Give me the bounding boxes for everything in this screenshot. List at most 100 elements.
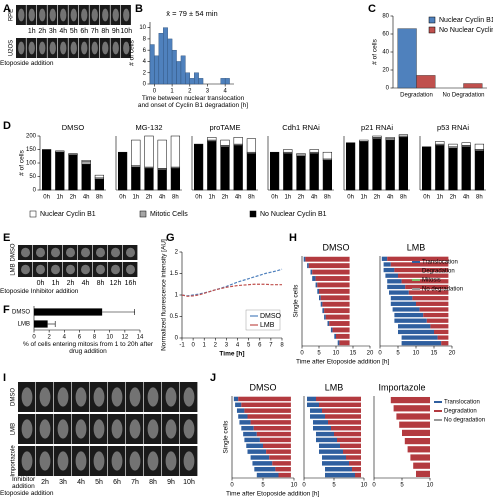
bar: [171, 49, 177, 85]
cell-image: [81, 264, 90, 275]
translocation-bar: [303, 256, 306, 262]
bar: [463, 83, 483, 89]
panel-letter: H: [289, 232, 297, 244]
degradation-bar: [332, 327, 350, 333]
x-tick-label: 4: [223, 89, 227, 95]
degradation-bar: [346, 455, 361, 460]
x-tick-label: 4: [63, 335, 67, 341]
bar-segment: [68, 153, 78, 156]
chart-title: Importazole: [378, 382, 425, 392]
cell-image: [111, 264, 120, 275]
cell-image: [111, 419, 123, 439]
translocation-bar: [398, 324, 431, 329]
bar-segment: [461, 146, 471, 191]
cell-image: [91, 41, 98, 55]
bar-segment: [94, 178, 105, 191]
translocation-bar: [307, 402, 319, 408]
bar-segment: [309, 149, 319, 153]
bar: [34, 320, 48, 328]
chart-title: DMSO: [62, 123, 85, 132]
time-label: 8h: [101, 28, 109, 35]
panel-letter: C: [368, 3, 376, 15]
bar-segment: [131, 139, 141, 166]
x-tick-label: 1h: [56, 195, 63, 201]
y-axis-label: Single cells: [223, 420, 230, 454]
x-tick-label: 2h: [374, 195, 381, 201]
y-axis-label: Normalized fluorescence intensity [AU]: [161, 239, 168, 351]
x-tick-label: 1h: [436, 195, 443, 201]
degradation-bar: [407, 446, 430, 453]
translocation-bar: [313, 425, 331, 431]
degradation-bar: [441, 341, 449, 346]
bar-segment: [144, 135, 154, 168]
time-label: 8h: [149, 479, 157, 486]
x-tick-label: 0: [378, 351, 382, 357]
cell-image: [91, 8, 98, 22]
cell-image: [81, 247, 90, 258]
row-label: DMSO: [11, 243, 17, 261]
legend-label: No degradation: [444, 418, 485, 424]
time-label: 5h: [70, 28, 78, 35]
degradation-bar: [340, 443, 361, 449]
label-box: % of cells entering mitosis from 1 to 20…: [23, 341, 153, 355]
x-tick-label: 20: [449, 351, 456, 357]
bar-segment: [421, 146, 432, 191]
degradation-bar: [269, 455, 291, 460]
bar-segment: [435, 141, 445, 145]
x-tick-label: 8h: [476, 195, 483, 201]
y-tick-label: 2: [175, 250, 179, 256]
y-axis-label: Single cells: [293, 284, 300, 318]
bar-segment: [309, 153, 319, 191]
translocation-bar: [398, 329, 434, 335]
x-tick-label: 0: [302, 483, 306, 489]
bar-segment: [157, 139, 167, 169]
translocation-bar: [383, 267, 395, 273]
cell-image: [21, 451, 33, 471]
time-label: 3h: [49, 28, 57, 35]
bar-segment: [372, 135, 382, 138]
translocation-bar: [319, 443, 340, 449]
cell-image: [123, 41, 130, 55]
time-label: 2h: [41, 479, 49, 486]
degradation-bar: [343, 449, 361, 454]
cell-image: [111, 387, 123, 407]
x-tick-label: 10: [333, 351, 340, 357]
translocation-bar: [401, 335, 438, 340]
degradation-bar: [322, 408, 361, 413]
degradation-bar: [405, 284, 449, 290]
time-label: 0h: [37, 280, 45, 287]
degradation-bar: [408, 290, 449, 295]
bar: [154, 55, 160, 85]
translocation-bar: [317, 288, 319, 294]
x-tick-label: 2h: [146, 195, 153, 201]
cell-image: [75, 451, 87, 471]
cell-image: [126, 247, 135, 258]
cell-image: [129, 419, 141, 439]
y-tick-label: 80: [382, 14, 389, 20]
panel-letter: D: [3, 120, 11, 132]
x-tick-label: 0: [300, 351, 304, 357]
cell-image: [39, 387, 51, 407]
x-tick-label: 1h: [208, 195, 215, 201]
y-tick-label: 0: [143, 82, 147, 88]
degradation-bar: [325, 314, 350, 320]
degradation-bar: [316, 396, 361, 402]
y-tick-label: 4: [143, 59, 147, 65]
degradation-bar: [402, 429, 430, 437]
x-tick-label: 5: [247, 343, 251, 349]
degradation-bar: [390, 262, 449, 267]
x-tick-label: 0h: [347, 195, 354, 201]
translocation-bar: [394, 318, 427, 323]
translocation-bar: [327, 321, 330, 326]
chart-title: DMSO: [323, 242, 350, 252]
translocation-bar: [256, 472, 279, 478]
label-box: Etoposide Inhibitor addition: [0, 288, 78, 295]
legend-label: Mitotic Cells: [150, 211, 188, 218]
cell-image: [57, 451, 69, 471]
degradation-bar: [308, 263, 350, 269]
cell-image: [147, 419, 159, 439]
degradation-bar: [430, 324, 449, 329]
bar-segment: [207, 137, 217, 141]
cell-image: [66, 264, 75, 275]
x-tick-label: 2: [47, 335, 51, 341]
